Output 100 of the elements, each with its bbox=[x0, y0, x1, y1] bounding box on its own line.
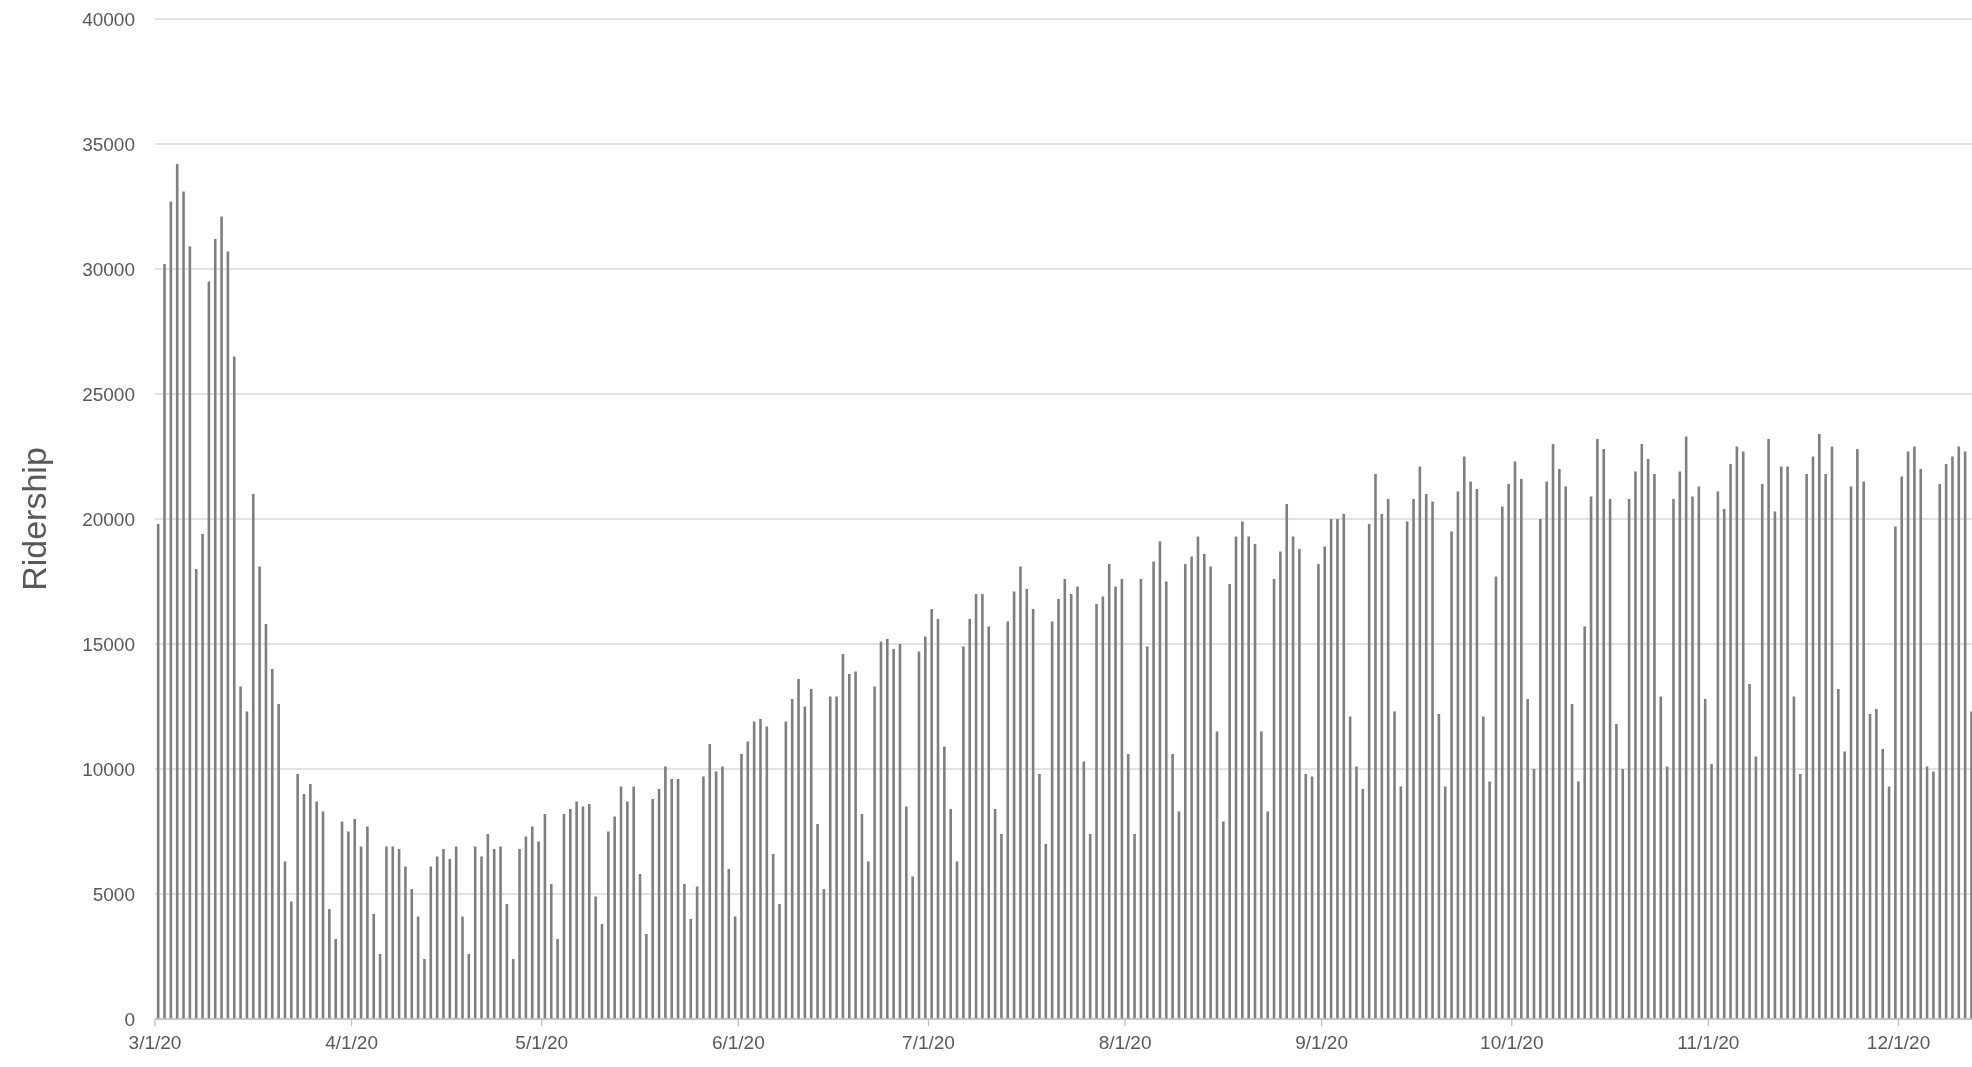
bar bbox=[251, 494, 255, 1019]
bar bbox=[866, 861, 870, 1019]
bar bbox=[1006, 621, 1010, 1019]
bar bbox=[759, 719, 762, 1019]
y-tick-label: 0 bbox=[124, 1008, 135, 1030]
bar bbox=[1279, 551, 1282, 1019]
bar bbox=[385, 846, 388, 1019]
bar bbox=[1183, 564, 1187, 1019]
bar bbox=[670, 779, 674, 1019]
bar bbox=[556, 939, 559, 1019]
bar bbox=[664, 766, 667, 1019]
bar bbox=[1970, 711, 1972, 1019]
bar bbox=[194, 569, 198, 1019]
y-tick-label: 15000 bbox=[82, 633, 135, 655]
bar bbox=[404, 866, 407, 1019]
bar bbox=[1957, 446, 1961, 1019]
bar bbox=[1190, 556, 1193, 1019]
bar bbox=[607, 831, 610, 1019]
bar bbox=[1443, 786, 1447, 1019]
bar bbox=[334, 939, 337, 1019]
x-tick-label: 10/1/20 bbox=[1480, 1032, 1544, 1053]
bar bbox=[353, 819, 357, 1019]
bar bbox=[809, 689, 813, 1019]
bar bbox=[1501, 506, 1504, 1019]
bar bbox=[163, 264, 166, 1019]
bar bbox=[594, 896, 597, 1019]
bar bbox=[1837, 689, 1840, 1019]
bar bbox=[740, 754, 743, 1019]
bar bbox=[1374, 474, 1377, 1019]
bar bbox=[962, 646, 965, 1019]
bar bbox=[626, 801, 629, 1019]
bar bbox=[1126, 754, 1130, 1019]
bar bbox=[645, 934, 648, 1019]
bar bbox=[530, 826, 534, 1019]
bar bbox=[911, 876, 914, 1019]
bar bbox=[1424, 494, 1428, 1019]
bar bbox=[1545, 481, 1548, 1019]
bar bbox=[270, 669, 274, 1019]
bar bbox=[1507, 484, 1510, 1019]
bar bbox=[391, 846, 395, 1019]
bar bbox=[1450, 531, 1453, 1019]
bar bbox=[423, 959, 426, 1019]
bar bbox=[930, 609, 933, 1019]
bar bbox=[568, 809, 572, 1019]
bar bbox=[1596, 439, 1599, 1019]
bar bbox=[328, 909, 331, 1019]
bar bbox=[1786, 466, 1789, 1019]
y-tick-label: 10000 bbox=[82, 758, 135, 780]
x-tick-label: 7/1/20 bbox=[902, 1032, 955, 1053]
bar bbox=[981, 594, 984, 1019]
bar bbox=[721, 766, 724, 1019]
bar bbox=[1564, 486, 1567, 1019]
bar bbox=[1577, 781, 1580, 1019]
bar bbox=[290, 901, 293, 1019]
bar bbox=[511, 959, 515, 1019]
bar bbox=[213, 239, 217, 1019]
x-tick-label: 5/1/20 bbox=[515, 1032, 569, 1053]
bar bbox=[1951, 456, 1954, 1019]
bar bbox=[905, 806, 908, 1019]
bar bbox=[1862, 481, 1865, 1019]
x-tick-label: 12/1/20 bbox=[1866, 1032, 1931, 1053]
bar bbox=[1672, 499, 1675, 1019]
bar bbox=[613, 816, 616, 1019]
bar bbox=[1412, 499, 1415, 1019]
bar bbox=[1228, 584, 1231, 1019]
bar bbox=[1481, 716, 1485, 1019]
bar bbox=[1722, 509, 1726, 1019]
y-axis-title: Ridership bbox=[15, 447, 53, 591]
bar bbox=[1653, 474, 1656, 1019]
bar bbox=[1767, 439, 1770, 1019]
bar bbox=[1919, 469, 1923, 1019]
bar bbox=[1526, 699, 1529, 1019]
bar bbox=[1881, 749, 1885, 1019]
bar bbox=[1317, 564, 1320, 1019]
bar bbox=[588, 804, 591, 1019]
bar bbox=[277, 704, 280, 1019]
bar bbox=[816, 824, 819, 1019]
bar bbox=[1818, 434, 1821, 1019]
bar bbox=[1938, 484, 1942, 1019]
bar bbox=[1634, 471, 1637, 1019]
bar bbox=[1431, 501, 1434, 1019]
bar bbox=[1241, 521, 1244, 1019]
bar bbox=[1488, 781, 1491, 1019]
bar bbox=[201, 534, 204, 1019]
bar bbox=[1779, 466, 1783, 1019]
bar bbox=[1900, 476, 1904, 1019]
bar bbox=[1539, 519, 1542, 1019]
bar bbox=[632, 786, 635, 1019]
bar bbox=[847, 674, 851, 1019]
bar bbox=[1222, 821, 1225, 1019]
bar bbox=[1107, 564, 1111, 1019]
bar bbox=[1171, 754, 1174, 1019]
bar bbox=[1323, 546, 1327, 1019]
bar bbox=[1019, 566, 1022, 1019]
bar bbox=[1114, 586, 1117, 1019]
y-tick-label: 40000 bbox=[82, 8, 135, 30]
bar bbox=[1025, 589, 1029, 1019]
bar bbox=[1798, 774, 1802, 1019]
bar bbox=[258, 566, 261, 1019]
bar bbox=[575, 801, 578, 1019]
